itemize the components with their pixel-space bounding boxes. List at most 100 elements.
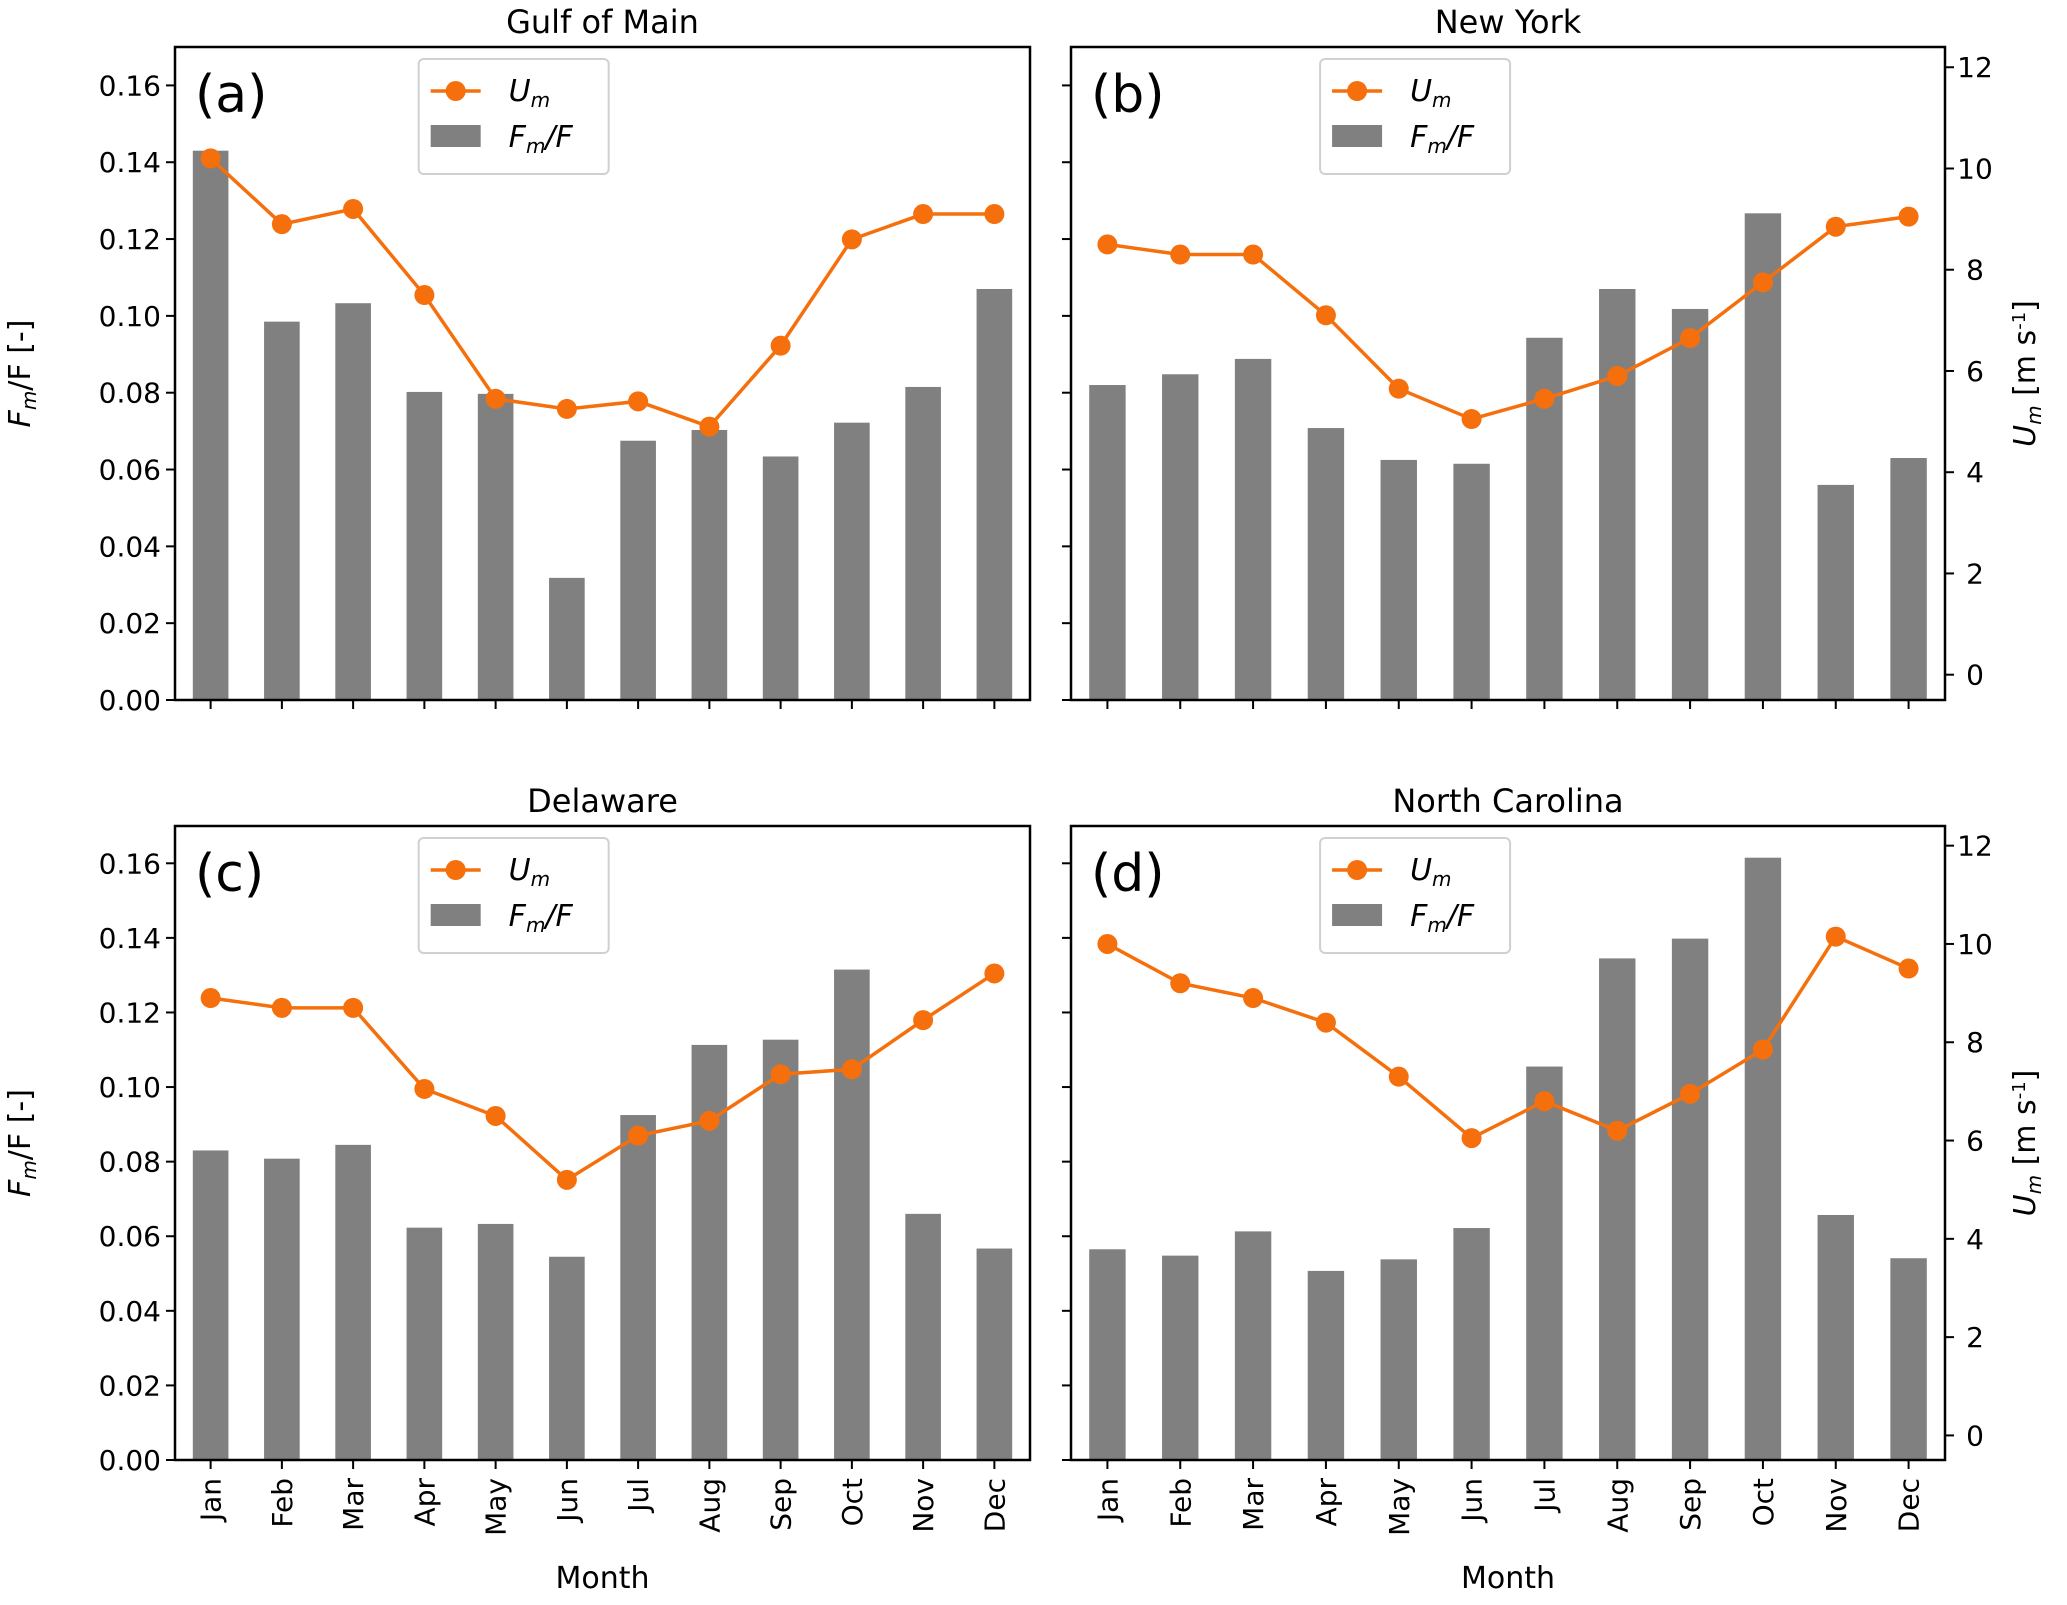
x-tick-label: Aug xyxy=(693,1478,726,1533)
y-tick-label: 0.08 xyxy=(99,377,161,410)
y-tick-label: 0.16 xyxy=(99,847,161,880)
um-point-may xyxy=(485,1105,506,1126)
y-tick-label: 0.16 xyxy=(99,69,161,102)
legend-bar-swatch xyxy=(430,125,481,147)
bar-feb xyxy=(264,321,300,700)
bar-nov xyxy=(905,1213,941,1460)
y-tick-label: 0.02 xyxy=(99,1369,161,1402)
axes-frame xyxy=(173,824,1032,1462)
x-tick-label: May xyxy=(480,1478,513,1536)
um-point-jan xyxy=(200,148,221,169)
um-point-mar xyxy=(1243,988,1264,1009)
bar-jun xyxy=(1453,463,1490,700)
um-point-jul xyxy=(628,1125,649,1146)
ylabel-tail: /F [-] xyxy=(3,320,38,391)
bar-mar xyxy=(335,303,371,700)
legend-um-label: Um xyxy=(509,853,550,891)
legend-fmf-tail: /F xyxy=(542,899,573,934)
legend-um-label: Um xyxy=(509,74,550,112)
bar-sep xyxy=(762,456,799,700)
y-axis-label: Fm/F [-] xyxy=(3,320,41,428)
x-axis-label: Month xyxy=(1461,1561,1555,1596)
um-line xyxy=(210,971,996,1183)
legend-fmf-tail: /F xyxy=(542,120,573,155)
legend-fmf-base: F xyxy=(509,120,527,155)
panel-label: (d) xyxy=(1091,844,1165,904)
legend-marker-icon xyxy=(445,81,466,101)
um-point-jun xyxy=(556,398,577,419)
um-point-sep xyxy=(770,335,791,356)
panel-label: (a) xyxy=(195,65,267,125)
bar-aug xyxy=(1599,958,1636,1460)
um-point-aug xyxy=(699,416,720,437)
x-tick-label: Jan xyxy=(1091,1478,1124,1523)
y-tick-label: 0.02 xyxy=(99,607,161,640)
y2label-close: ] xyxy=(2008,300,2043,312)
y-tick-label: 0.06 xyxy=(99,1220,161,1253)
legend-fmf-label: Fm/F xyxy=(1410,120,1475,158)
x-tick-label: Feb xyxy=(266,1478,299,1528)
legend-fmf-tail: /F xyxy=(1444,899,1475,934)
um-point-mar xyxy=(343,198,364,219)
um-point-jan xyxy=(1097,933,1118,954)
um-point-oct xyxy=(841,229,862,250)
y2-tick-label: 8 xyxy=(1966,1026,1984,1059)
legend-um-sub: m xyxy=(531,867,550,891)
bar-apr xyxy=(1307,1270,1345,1460)
bar-dec xyxy=(1890,458,1927,700)
um-point-jul xyxy=(628,391,649,412)
um-point-feb xyxy=(271,214,292,235)
y2-tick-label: 8 xyxy=(1966,254,1984,287)
y2label-base: U xyxy=(2008,1194,2043,1216)
x-axis-label: Month xyxy=(555,1561,649,1596)
um-point-jul xyxy=(1534,388,1555,409)
bar-nov xyxy=(905,386,941,700)
x-tick-label: Aug xyxy=(1601,1478,1634,1533)
x-tick-label: Feb xyxy=(1164,1478,1197,1528)
um-point-oct xyxy=(1752,272,1773,293)
um-point-aug xyxy=(1607,366,1628,387)
bar-may xyxy=(1380,459,1417,700)
ylabel-tail: /F [-] xyxy=(3,1089,38,1160)
x-tick-label: Apr xyxy=(1310,1478,1343,1527)
y-tick-label: 0.00 xyxy=(99,1444,161,1477)
y-tick-label: 0.08 xyxy=(99,1146,161,1179)
legend-fmf-label: Fm/F xyxy=(509,120,574,158)
y2-tick-label: 2 xyxy=(1966,557,1984,590)
y-tick-label: 0.04 xyxy=(99,530,161,563)
legend-marker-icon xyxy=(1347,860,1368,880)
bar-oct xyxy=(834,422,870,700)
legend-bar-swatch xyxy=(1332,125,1383,147)
um-line xyxy=(1106,934,1910,1141)
bar-feb xyxy=(1162,1255,1199,1460)
bar-jul xyxy=(620,440,656,700)
bar-jul xyxy=(620,1115,656,1460)
x-tick-label: Sep xyxy=(1674,1478,1707,1531)
y2-tick-label: 4 xyxy=(1966,1223,1984,1256)
panel-title: Delaware xyxy=(527,782,678,820)
um-point-nov xyxy=(1825,926,1846,947)
panel-d: Jan Feb Mar Apr May Jun Jul Aug Sep Oct Nov Dec 0 2 4 6… xyxy=(1062,782,2046,1596)
um-point-jan xyxy=(200,988,221,1009)
x-tick-label: Mar xyxy=(337,1478,370,1531)
bar-dec xyxy=(976,1248,1013,1460)
um-point-nov xyxy=(913,1010,934,1031)
y2-tick-label: 0 xyxy=(1966,1419,1984,1452)
um-point-jul xyxy=(1534,1091,1555,1112)
bar-jan xyxy=(1089,1249,1126,1460)
y2label-sup: -1 xyxy=(2009,312,2030,330)
um-point-may xyxy=(1388,1066,1409,1087)
y2-tick-label: 12 xyxy=(1957,830,1993,863)
bar-oct xyxy=(834,969,870,1460)
um-point-nov xyxy=(913,204,934,225)
bar-apr xyxy=(1307,428,1345,700)
um-point-sep xyxy=(1680,1083,1701,1104)
y2-tick-label: 10 xyxy=(1957,928,1993,961)
y2-axis-label: Um [m s-1] xyxy=(2008,1070,2046,1217)
y-tick-label: 0.14 xyxy=(99,922,161,955)
panel-c: Jan Feb Mar Apr May Jun Jul Aug Sep Oct Nov Dec 0.00… xyxy=(3,782,1032,1596)
x-tick-label: Jul xyxy=(1528,1478,1561,1514)
bar-nov xyxy=(1817,1214,1854,1460)
